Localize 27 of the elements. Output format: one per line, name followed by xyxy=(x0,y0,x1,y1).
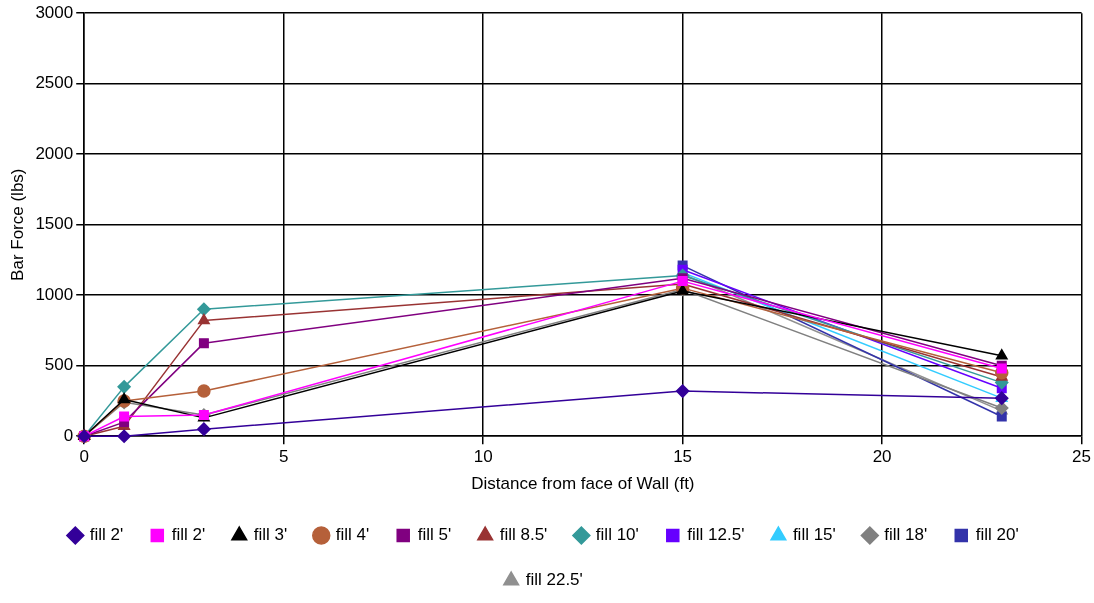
legend-label: fill 4' xyxy=(335,525,370,545)
x-tick-label: 5 xyxy=(278,447,289,467)
legend-label: fill 10' xyxy=(595,525,639,545)
y-tick-label: 500 xyxy=(44,355,74,375)
legend-label: fill 5' xyxy=(417,525,452,545)
y-axis-title: Bar Force (lbs) xyxy=(7,168,27,281)
x-tick-label: 25 xyxy=(1072,447,1092,467)
y-tick-label: 1500 xyxy=(35,214,74,234)
legend-label: fill 20' xyxy=(975,525,1019,545)
y-tick-label: 1000 xyxy=(35,284,74,304)
y-tick-label: 2000 xyxy=(35,143,74,163)
legend-label: fill 3' xyxy=(253,525,288,545)
legend-label: fill 2' xyxy=(89,525,124,545)
legend-label: fill 18' xyxy=(884,525,928,545)
x-tick-label: 20 xyxy=(872,447,892,467)
legend-label: fill 8.5' xyxy=(499,525,548,545)
legend-label: fill 22.5' xyxy=(525,570,583,590)
x-tick-label: 10 xyxy=(473,447,493,467)
legend-label: fill 15' xyxy=(792,525,836,545)
y-tick-label: 0 xyxy=(63,425,74,445)
x-tick-label: 15 xyxy=(673,447,693,467)
legend-label: fill 12.5' xyxy=(687,525,745,545)
x-tick-label: 0 xyxy=(79,447,89,467)
y-tick-label: 3000 xyxy=(35,2,74,22)
y-tick-label: 2500 xyxy=(35,73,74,93)
legend-label: fill 2' xyxy=(171,525,206,545)
x-axis-title: Distance from face of Wall (ft) xyxy=(471,474,695,494)
